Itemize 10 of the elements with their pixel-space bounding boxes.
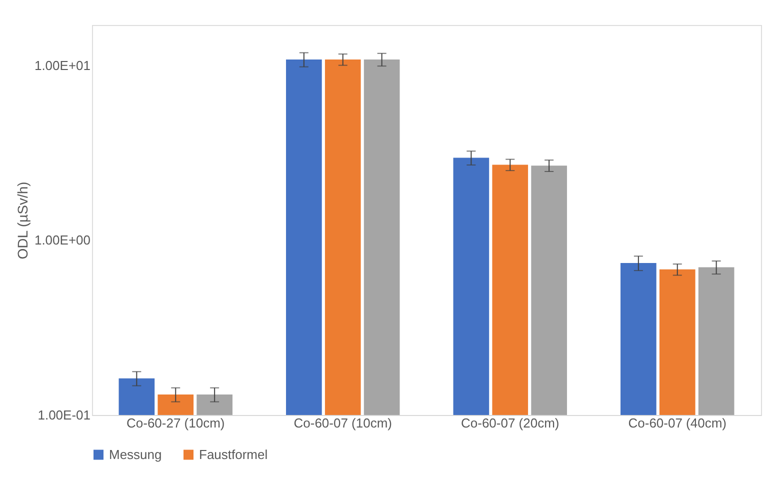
x-tick-label: Co-60-27 (10cm): [126, 416, 225, 430]
legend-label: Messung: [109, 446, 162, 462]
y-tick-label: 1.00E+01: [34, 58, 90, 73]
x-tick-label: Co-60-07 (10cm): [294, 416, 392, 430]
y-axis-title: ODL (µSv/h): [14, 182, 30, 260]
y-tick-label: 1.00E-01: [38, 408, 90, 422]
y-tick-label: 1.00E+00: [34, 232, 90, 248]
legend-label: Faustformel: [199, 446, 268, 462]
x-tick-label: Co-60-07 (40cm): [628, 416, 727, 430]
x-tick-label: Co-60-07 (20cm): [460, 416, 560, 430]
